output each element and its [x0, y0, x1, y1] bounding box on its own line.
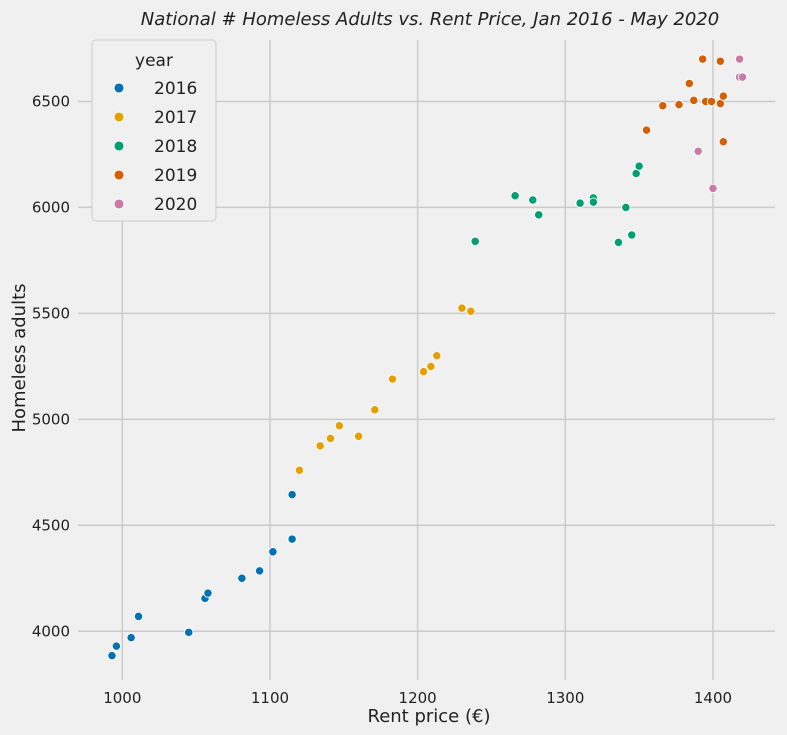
legend-label-2018: 2018 [154, 137, 197, 157]
legend-label-2017: 2017 [154, 108, 197, 128]
data-point-2019 [674, 99, 684, 110]
data-point-2016 [133, 611, 144, 622]
data-point-2018 [575, 198, 585, 208]
data-point-2018 [528, 195, 538, 205]
data-point-2017 [325, 433, 336, 444]
data-point-2019 [641, 125, 652, 135]
data-point-2019 [718, 91, 728, 101]
data-point-2020 [734, 54, 745, 64]
legend-marker-2019 [113, 169, 125, 181]
data-point-2016 [126, 632, 136, 643]
legend-marker-2016 [113, 82, 125, 94]
data-point-2016 [203, 588, 213, 598]
data-point-2017 [426, 361, 436, 372]
data-point-2019 [706, 96, 717, 107]
data-point-2018 [634, 161, 644, 171]
legend-title: year [135, 51, 173, 71]
data-point-2019 [697, 54, 708, 64]
x-axis-label: Rent price (€) [368, 706, 491, 727]
data-point-2017 [387, 374, 398, 384]
data-point-2016 [268, 547, 278, 557]
data-point-2018 [510, 191, 520, 201]
data-point-2018 [613, 237, 624, 248]
data-point-2017 [457, 303, 467, 313]
data-point-2017 [294, 465, 305, 475]
y-tick-label: 6500 [32, 92, 70, 110]
data-point-2019 [718, 137, 728, 147]
y-tick-label: 4000 [32, 622, 70, 640]
legend-label-2016: 2016 [154, 79, 197, 99]
legend-marker-2020 [113, 198, 125, 210]
data-point-2017 [466, 306, 476, 316]
data-point-2018 [621, 202, 631, 213]
data-point-2017 [334, 421, 345, 431]
legend: year 2016 2017 2018 2019 2020 [91, 39, 217, 222]
data-point-2019 [715, 56, 726, 66]
y-tick-label: 4500 [32, 516, 70, 534]
y-tick-labels: 4000 4500 5000 5500 6000 6500 [32, 92, 70, 640]
data-point-2020 [737, 72, 748, 82]
data-point-2017 [353, 431, 364, 441]
data-point-2016 [237, 573, 247, 583]
data-point-2018 [588, 197, 599, 207]
data-point-2018 [534, 210, 544, 220]
data-point-2019 [658, 101, 668, 111]
data-point-2019 [689, 95, 699, 106]
legend-label-2020: 2020 [154, 195, 197, 215]
data-point-2018 [470, 236, 480, 246]
y-axis-label: Homeless adults [9, 283, 30, 432]
legend-label-2019: 2019 [154, 166, 197, 186]
legend-items: 2016 2017 2018 2019 2020 [113, 79, 197, 215]
data-point-2017 [432, 351, 442, 361]
data-point-2016 [107, 650, 117, 661]
data-point-2016 [111, 641, 122, 651]
data-point-2020 [708, 183, 718, 193]
y-tick-label: 6000 [32, 198, 70, 216]
x-tick-labels: 1000 1100 1200 1300 1400 [103, 689, 732, 707]
x-tick-label: 1000 [103, 689, 141, 707]
data-point-2016 [287, 489, 297, 500]
x-tick-label: 1400 [694, 689, 732, 707]
data-point-2018 [627, 230, 637, 240]
data-point-2016 [184, 627, 194, 637]
grid-lines [78, 40, 775, 680]
x-tick-label: 1200 [399, 689, 437, 707]
x-tick-label: 1100 [251, 689, 289, 707]
chart-title: National # Homeless Adults vs. Rent Pric… [141, 9, 719, 30]
data-point-2017 [418, 367, 429, 377]
data-point-2017 [370, 405, 380, 415]
y-tick-label: 5500 [32, 304, 70, 322]
data-point-2016 [254, 566, 265, 576]
data-point-2019 [684, 78, 695, 89]
x-tick-label: 1300 [546, 689, 584, 707]
data-point-2017 [315, 441, 325, 451]
data-point-2016 [287, 534, 297, 544]
legend-marker-2017 [113, 111, 125, 123]
y-tick-label: 5000 [32, 410, 70, 428]
legend-marker-2018 [113, 140, 125, 152]
data-point-2020 [693, 146, 703, 156]
data-points [107, 54, 748, 661]
